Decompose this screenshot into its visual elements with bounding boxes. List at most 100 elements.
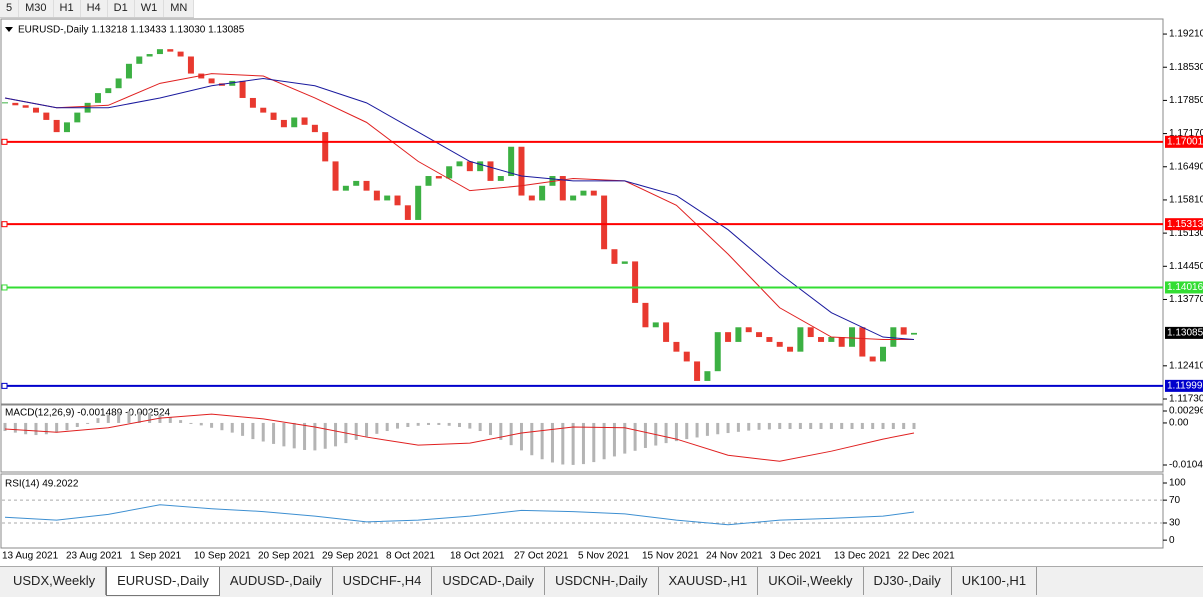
macd-title: MACD(12,26,9) -0.001489 -0.002524	[5, 408, 171, 419]
macd-bar	[788, 422, 792, 429]
macd-bar	[540, 422, 544, 460]
current-price-box	[1165, 326, 1203, 339]
macd-bar	[881, 422, 885, 429]
candle	[415, 185, 422, 220]
macd-bar	[44, 422, 48, 435]
period-button[interactable]: M30	[19, 0, 54, 17]
chart-tab[interactable]: USDCAD-,Daily	[432, 567, 546, 595]
candle	[539, 185, 546, 201]
x-tick-label: 13 Aug 2021	[2, 551, 59, 562]
x-tick-label: 1 Sep 2021	[130, 551, 182, 562]
macd-bar	[406, 422, 410, 427]
rsi-panel	[0, 473, 1164, 549]
macd-bar	[747, 422, 751, 431]
candle	[487, 161, 494, 181]
macd-bar	[334, 422, 338, 447]
y-tick-label: 1.14450	[1169, 261, 1203, 272]
candle	[208, 78, 215, 84]
macd-bar	[571, 422, 575, 465]
candle	[869, 356, 876, 362]
macd-bar	[581, 422, 585, 465]
candle	[580, 190, 587, 196]
candle	[353, 180, 360, 186]
macd-bar	[323, 422, 327, 449]
macd-bar	[251, 422, 255, 440]
period-button[interactable]: H4	[81, 0, 108, 17]
candle	[745, 327, 752, 333]
macd-bar	[354, 422, 358, 440]
candle	[115, 78, 122, 89]
chart-tab[interactable]: XAUUSD-,H1	[659, 567, 759, 595]
level-label-box	[1165, 135, 1203, 148]
candle	[508, 146, 515, 177]
candle	[673, 341, 680, 352]
period-button[interactable]: MN	[164, 0, 195, 17]
macd-bar	[96, 418, 100, 423]
macd-bar	[664, 422, 668, 444]
macd-bar	[313, 422, 317, 451]
chart-tab[interactable]: EURUSD-,Daily	[106, 567, 220, 596]
macd-bar	[220, 422, 224, 431]
macd-bar	[86, 422, 90, 424]
candle	[280, 119, 287, 128]
candle	[136, 56, 143, 64]
rsi-line	[4, 504, 915, 526]
macd-bar	[705, 422, 709, 436]
x-tick-label: 15 Nov 2021	[642, 551, 699, 562]
candle	[32, 107, 39, 113]
macd-bar	[55, 422, 59, 433]
candle	[838, 337, 845, 347]
chart-tab[interactable]: DJ30-,Daily	[864, 567, 952, 595]
y-tick-label: 1.15810	[1169, 195, 1203, 206]
period-button[interactable]: H1	[54, 0, 81, 17]
y-tick-label: 1.17170	[1169, 128, 1203, 139]
macd-bar	[561, 422, 565, 465]
level-label: 1.17001	[1167, 136, 1203, 147]
period-button[interactable]: W1	[135, 0, 165, 17]
macd-bar	[168, 417, 172, 423]
tab-bar: USDX,Weekly EURUSD-,Daily AUDUSD-,Daily USD…	[0, 566, 1203, 597]
chart-tab[interactable]: AUDUSD-,Daily	[220, 567, 333, 595]
candle	[704, 371, 711, 381]
chart-tab[interactable]: UK100-,H1	[952, 567, 1038, 595]
macd-bar	[488, 422, 492, 436]
macd-bar	[458, 422, 461, 427]
macd-bar	[272, 422, 276, 444]
candle	[807, 327, 814, 338]
chart-tab[interactable]: USDCNH-,Daily	[545, 567, 659, 595]
macd-bar	[210, 422, 214, 428]
chart-tab[interactable]: UKOil-,Weekly	[758, 567, 864, 595]
macd-bar	[902, 422, 906, 429]
macd-bar	[829, 422, 833, 429]
candle	[683, 351, 690, 362]
macd-bar	[241, 422, 245, 436]
y-tick-label: 70	[1169, 495, 1181, 506]
current-price-label: 1.13085	[1167, 328, 1203, 339]
candle	[363, 180, 370, 191]
macd-bar	[127, 411, 131, 423]
macd-signal	[4, 413, 915, 462]
y-tick-label: 1.12410	[1169, 360, 1203, 371]
candle	[828, 337, 835, 342]
chart-tab[interactable]: USDCHF-,H4	[333, 567, 433, 595]
x-tick-label: 23 Aug 2021	[66, 551, 123, 562]
candle	[270, 112, 277, 120]
y-tick-label: -0.01042	[1169, 460, 1203, 471]
chart-tab[interactable]: USDX,Weekly	[3, 567, 107, 595]
period-button[interactable]: D1	[108, 0, 135, 17]
macd-bar	[612, 422, 616, 457]
macd-bar	[375, 422, 379, 434]
candle	[301, 117, 308, 125]
macd-bar	[148, 412, 152, 423]
macd-bar	[13, 422, 17, 433]
macd-bar	[736, 422, 740, 432]
y-tick-label: 0	[1169, 535, 1175, 546]
x-tick-label: 5 Nov 2021	[578, 551, 630, 562]
level-label: 1.15313	[1167, 219, 1203, 230]
period-button[interactable]: 5	[0, 0, 20, 17]
x-tick-label: 29 Sep 2021	[322, 551, 379, 562]
macd-bar	[623, 422, 627, 454]
candle	[735, 327, 742, 342]
candle	[497, 176, 504, 181]
